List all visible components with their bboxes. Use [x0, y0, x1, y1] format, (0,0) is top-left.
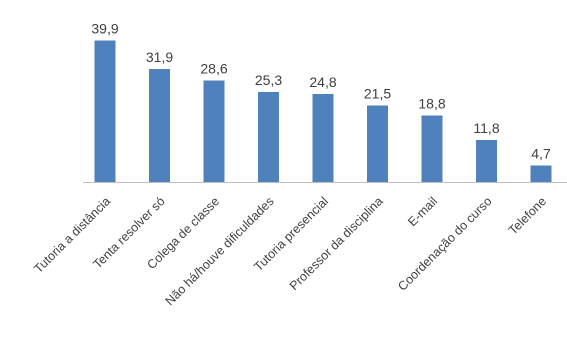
- bar: [421, 115, 443, 182]
- category-label: Não há/houve dificuldades: [163, 194, 277, 308]
- data-label: 21,5: [364, 86, 391, 102]
- category-label: Coordenação do curso: [395, 194, 494, 293]
- category-label: Professor da disciplina: [287, 194, 386, 293]
- data-label: 18,8: [418, 95, 445, 111]
- data-labels-group: 39,9 31,9 28,6 25,3 24,8 21,5 18,8 11,8 4,7: [91, 20, 551, 161]
- data-label: 11,8: [473, 120, 499, 136]
- bars-group: [94, 40, 552, 183]
- data-label: 24,8: [309, 74, 336, 90]
- bar: [476, 140, 497, 182]
- bar: [94, 40, 116, 183]
- data-label: 39,9: [91, 20, 118, 36]
- category-label: Telefone: [506, 194, 549, 237]
- bar: [530, 165, 552, 182]
- bar: [258, 92, 279, 182]
- bar: [367, 105, 388, 182]
- data-label: 31,9: [146, 49, 173, 65]
- data-label: 4,7: [531, 145, 551, 161]
- bar: [203, 80, 225, 182]
- data-label: 25,3: [255, 72, 282, 88]
- category-label: E-mail: [405, 194, 440, 229]
- bar: [149, 68, 170, 182]
- bar: [312, 94, 334, 182]
- data-label: 28,6: [200, 61, 227, 77]
